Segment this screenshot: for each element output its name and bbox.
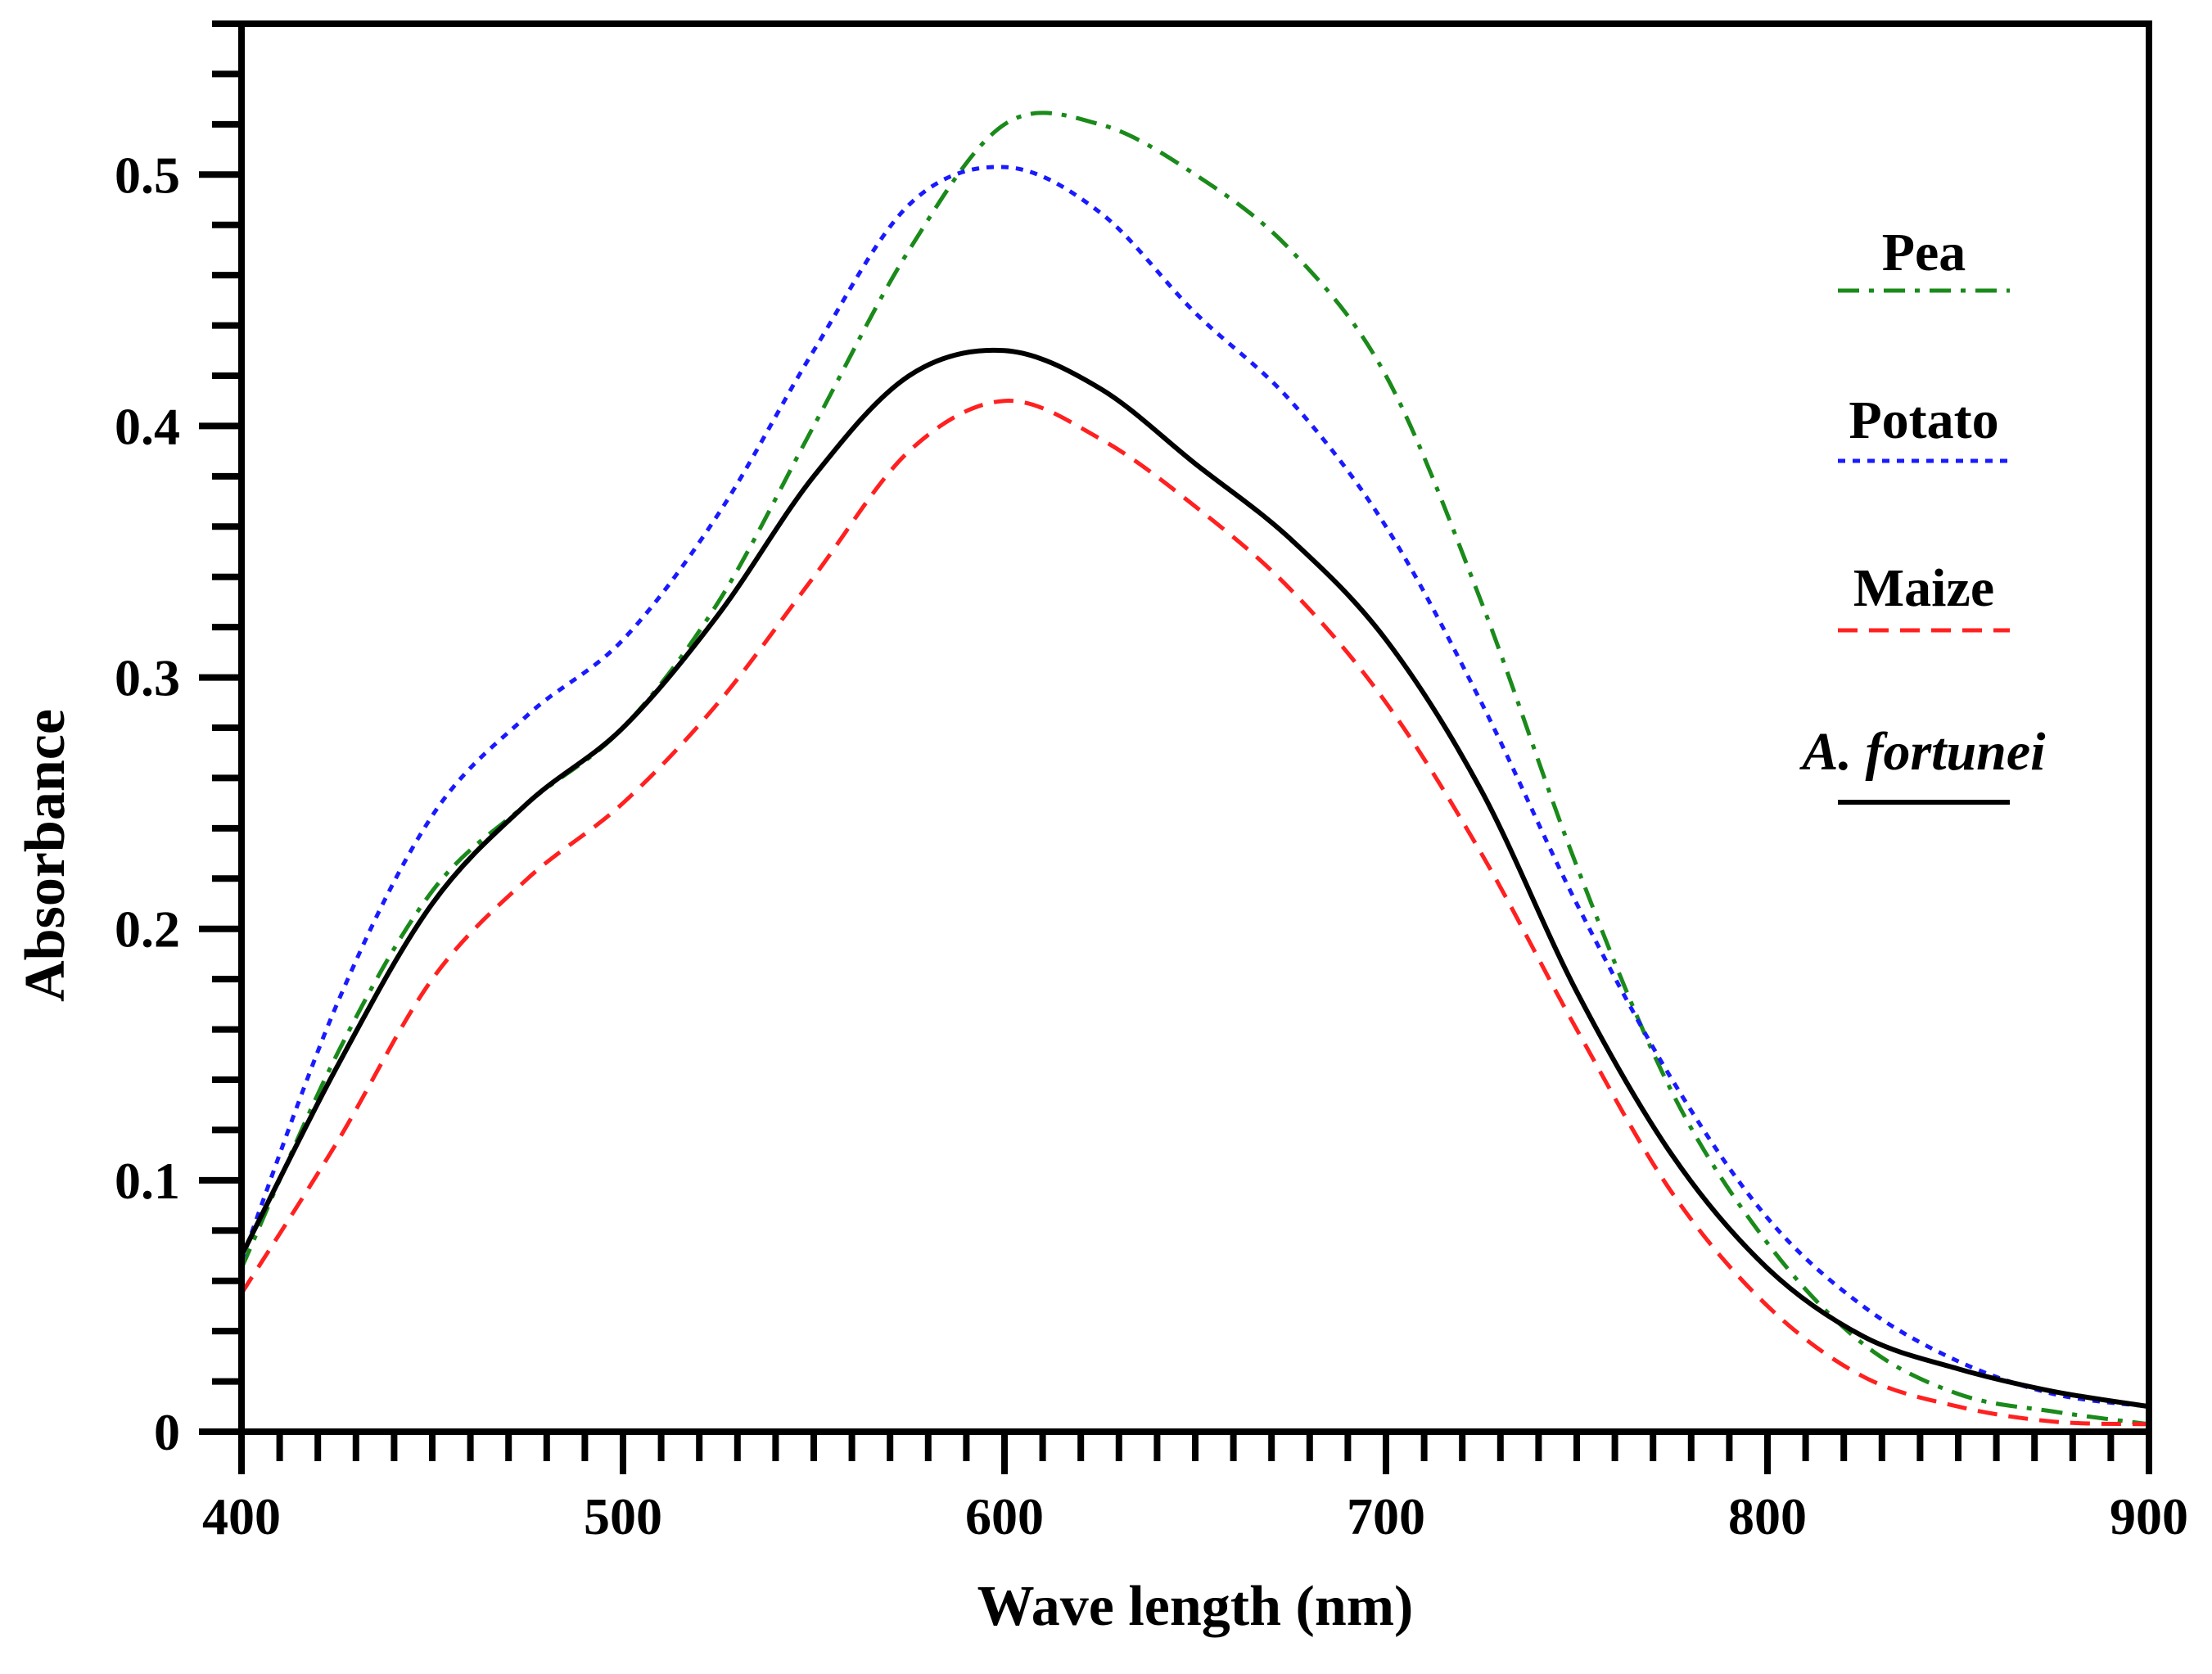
x-tick-label: 500 xyxy=(584,1487,662,1545)
x-tick-label: 900 xyxy=(2110,1487,2188,1545)
series-line-maize xyxy=(239,399,2150,1427)
y-tick-label: 0.3 xyxy=(115,649,180,707)
legend-label-maize: Maize xyxy=(1853,558,1994,618)
legend: Pea Potato Maize A. fortunei xyxy=(1799,223,2046,805)
series-line-a-fortunei xyxy=(239,347,2150,1410)
legend-label-pea: Pea xyxy=(1882,223,1966,282)
series-layer xyxy=(239,111,2150,1427)
legend-label-a-fortunei: A. fortunei xyxy=(1799,722,2046,782)
x-axis-title: Wave length (nm) xyxy=(977,1575,1414,1638)
y-axis-title: Absorbance xyxy=(14,709,77,1002)
y-tick-label: 0 xyxy=(154,1403,180,1461)
series-line-potato xyxy=(239,165,2150,1409)
x-tick-label: 600 xyxy=(965,1487,1044,1545)
x-tick-label: 400 xyxy=(202,1487,281,1545)
y-tick-label: 0.4 xyxy=(115,397,180,455)
labels-layer: 400 500 600 700 800 900 0 0.1 0.2 0.3 0.4 0.5 xyxy=(115,146,2188,1545)
y-tick-label: 0.2 xyxy=(115,900,180,959)
y-tick-label: 0.5 xyxy=(115,146,180,204)
ticks-layer xyxy=(199,20,2152,1474)
x-tick-label: 800 xyxy=(1728,1487,1807,1545)
y-tick-label: 0.1 xyxy=(115,1152,180,1210)
plot-frame xyxy=(238,20,2152,1435)
legend-label-potato: Potato xyxy=(1849,390,1998,450)
x-tick-label: 700 xyxy=(1347,1487,1425,1545)
